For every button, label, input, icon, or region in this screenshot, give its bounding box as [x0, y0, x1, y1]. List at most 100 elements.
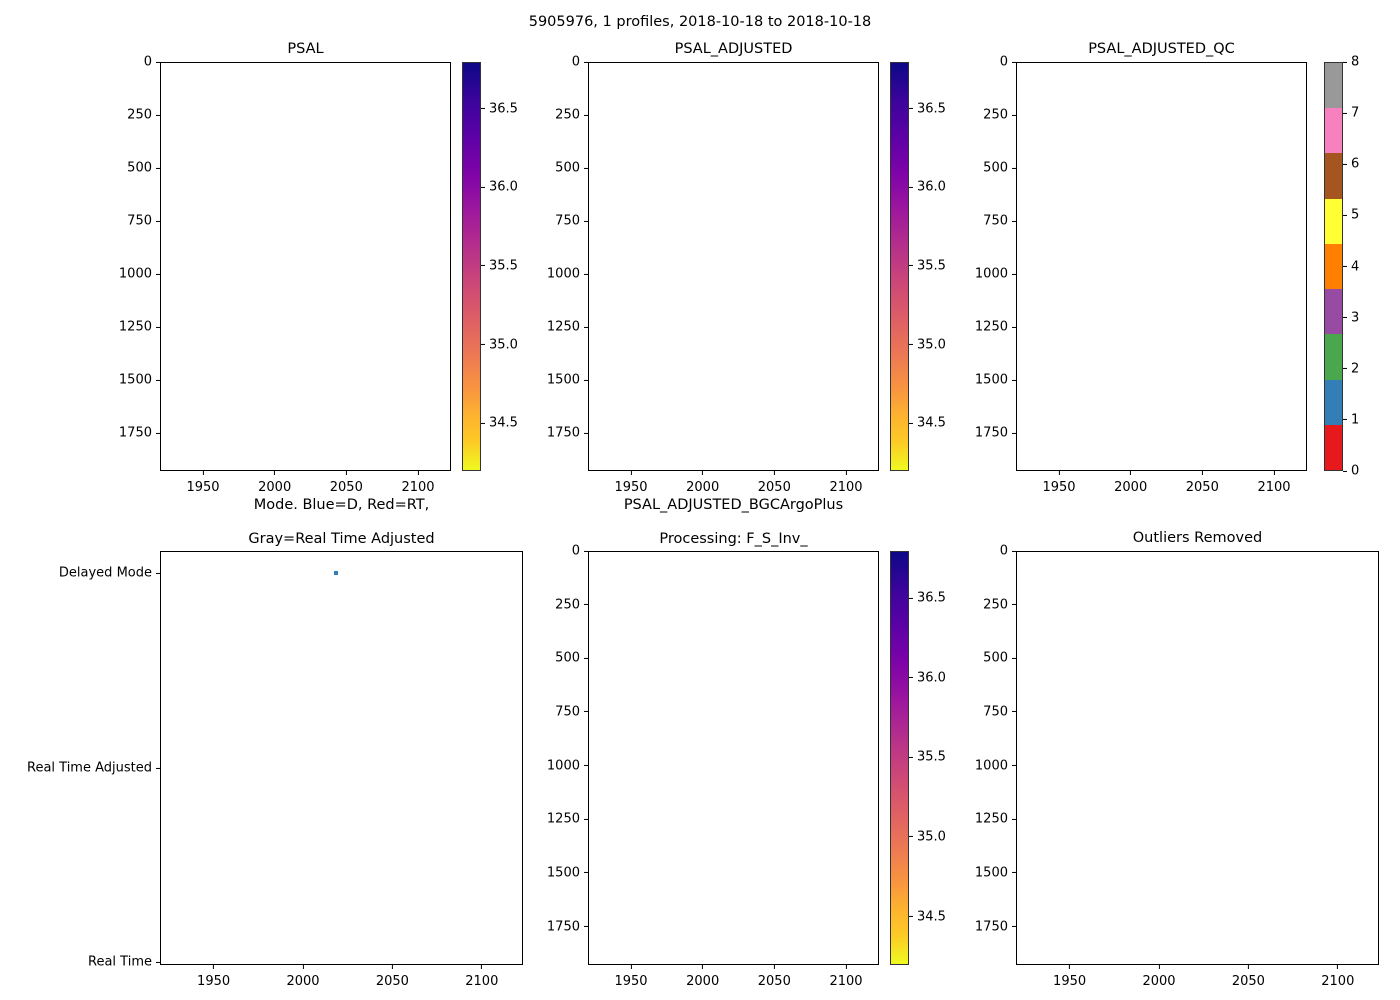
panel-psal-adjusted: PSAL_ADJUSTED 0 250 500 750 1000 1250 15…: [547, 41, 879, 495]
colorbar-qc-segment-1: [1325, 379, 1342, 425]
panel-psal-adjusted-qc: PSAL_ADJUSTED_QC 0 250 500 750 1000 1250…: [975, 41, 1307, 495]
ytick-outliers-750: 750: [983, 704, 1016, 719]
cbtick-psal-34_5: 34.5: [481, 416, 518, 431]
ytick-bgc-1250: 1250: [547, 812, 588, 827]
colorbar-qc-segment-4: [1325, 243, 1342, 290]
ytick-mode-real-time: Real Time: [88, 955, 160, 970]
ytick-bgc-750: 750: [555, 704, 588, 719]
axes-frame-psal-adjusted[interactable]: [588, 62, 879, 471]
xtick-outliers-2050: 2050: [1232, 965, 1265, 989]
colorbar-psal-gradient[interactable]: [462, 62, 481, 471]
colorbar-qc-segment-7: [1325, 108, 1342, 154]
cbtick-qc-3: 3: [1343, 310, 1359, 325]
ytick-qc-500: 500: [983, 161, 1016, 176]
panel-title-psal-adjusted: PSAL_ADJUSTED: [674, 41, 793, 57]
xtick-qc-2100: 2100: [1257, 471, 1290, 495]
panel-mode: Mode. Blue=D, Red=RT, Gray=Real Time Adj…: [27, 497, 523, 989]
cbtick-psal-adjusted-36_0: 36.0: [909, 180, 946, 195]
colorbar-qc-body[interactable]: [1324, 62, 1343, 471]
ytick-psal-adjusted-1750: 1750: [547, 426, 588, 441]
panel-title-bgcargoplus: PSAL_ADJUSTED_BGCArgoPlus Processing: F_…: [518, 480, 949, 548]
ytick-psal-adjusted-1500: 1500: [547, 373, 588, 388]
ytick-psal-0: 0: [144, 55, 160, 70]
xtick-psal-adjusted-2050: 2050: [758, 471, 791, 495]
ytick-mode-delayed-mode: Delayed Mode: [59, 566, 160, 581]
panel-title-psal-adjusted-qc: PSAL_ADJUSTED_QC: [1088, 41, 1235, 57]
colorbar-psal-adjusted-qc: 8 7 6 5 4 3 2 1 0: [1324, 55, 1359, 479]
ytick-psal-adjusted-1250: 1250: [547, 320, 588, 335]
cbtick-qc-6: 6: [1343, 157, 1359, 172]
ytick-outliers-500: 500: [983, 651, 1016, 666]
cbtick-psal-35_5: 35.5: [481, 258, 518, 273]
axes-frame-psal-adjusted-qc[interactable]: [1016, 62, 1307, 471]
ytick-bgc-1750: 1750: [547, 919, 588, 934]
ytick-bgc-0: 0: [572, 544, 588, 559]
colorbar-qc-segment-5: [1325, 198, 1342, 244]
xtick-psal-2050: 2050: [330, 471, 363, 495]
data-point-delayed-mode[interactable]: [334, 571, 338, 575]
ytick-qc-1500: 1500: [975, 373, 1016, 388]
xtick-psal-adjusted-2100: 2100: [829, 471, 862, 495]
colorbar-qc-segment-0: [1325, 424, 1342, 470]
cbtick-qc-0: 0: [1343, 464, 1359, 479]
xtick-mode-2000: 2000: [286, 965, 319, 989]
ytick-psal-250: 250: [127, 108, 160, 123]
ytick-psal-adjusted-0: 0: [572, 55, 588, 70]
ytick-qc-1000: 1000: [975, 267, 1016, 282]
colorbar-qc-segment-8: [1325, 63, 1342, 109]
axes-frame-bgcargoplus[interactable]: [588, 551, 879, 965]
panel-title-psal: PSAL: [287, 41, 324, 57]
ytick-outliers-1250: 1250: [975, 812, 1016, 827]
cbtick-psal-36_5: 36.5: [481, 101, 518, 116]
axes-frame-outliers-removed[interactable]: [1016, 551, 1379, 965]
panel-outliers-removed: Outliers Removed 0 250 500 750 1000 1250…: [975, 530, 1379, 989]
panel-psal: PSAL 0 250 500 750 1000 1250 1500 1750 1…: [119, 41, 451, 495]
ytick-bgc-250: 250: [555, 597, 588, 612]
ytick-qc-250: 250: [983, 108, 1016, 123]
axes-frame-psal[interactable]: [160, 62, 451, 471]
ytick-bgc-1500: 1500: [547, 865, 588, 880]
xtick-qc-1950: 1950: [1042, 471, 1075, 495]
cbtick-psal-adjusted-34_5: 34.5: [909, 416, 946, 431]
colorbar-qc-segment-2: [1325, 334, 1342, 380]
cbtick-psal-adjusted-35_0: 35.0: [909, 337, 946, 352]
colorbar-bgcargoplus-gradient[interactable]: [890, 551, 909, 965]
ytick-qc-750: 750: [983, 214, 1016, 229]
ytick-psal-adjusted-1000: 1000: [547, 267, 588, 282]
cbtick-qc-1: 1: [1343, 412, 1359, 427]
axes-frame-mode[interactable]: [160, 551, 523, 965]
xtick-outliers-1950: 1950: [1053, 965, 1086, 989]
colorbar-psal-adjusted-gradient[interactable]: [890, 62, 909, 471]
cbtick-bgc-36_5: 36.5: [909, 591, 946, 606]
colorbar-bgcargoplus: 36.5 36.0 35.5 35.0 34.5: [890, 551, 946, 965]
xtick-qc-2000: 2000: [1114, 471, 1147, 495]
ytick-outliers-0: 0: [1000, 544, 1016, 559]
panel-title-mode: Mode. Blue=D, Red=RT, Gray=Real Time Adj…: [90, 480, 593, 548]
xtick-mode-2100: 2100: [465, 965, 498, 989]
ytick-mode-real-time-adjusted: Real Time Adjusted: [27, 761, 160, 776]
ytick-psal-1500: 1500: [119, 373, 160, 388]
panel-title-outliers-removed: Outliers Removed: [1132, 530, 1263, 546]
colorbar-psal: 36.5 36.0 35.5 35.0 34.5: [462, 62, 518, 471]
ytick-psal-adjusted-250: 250: [555, 108, 588, 123]
cbtick-psal-36_0: 36.0: [481, 180, 518, 195]
xtick-psal-2000: 2000: [258, 471, 291, 495]
xtick-bgc-1950: 1950: [614, 965, 647, 989]
cbtick-psal-adjusted-35_5: 35.5: [909, 258, 946, 273]
figure-suptitle: 5905976, 1 profiles, 2018-10-18 to 2018-…: [528, 14, 872, 30]
cbtick-bgc-35_0: 35.0: [909, 829, 946, 844]
cbtick-qc-5: 5: [1343, 208, 1359, 223]
xtick-bgc-2000: 2000: [686, 965, 719, 989]
ytick-bgc-1000: 1000: [547, 758, 588, 773]
xtick-outliers-2000: 2000: [1142, 965, 1175, 989]
cbtick-bgc-34_5: 34.5: [909, 909, 946, 924]
cbtick-psal-adjusted-36_5: 36.5: [909, 101, 946, 116]
xtick-bgc-2100: 2100: [829, 965, 862, 989]
cbtick-psal-35_0: 35.0: [481, 337, 518, 352]
xtick-psal-adjusted-2000: 2000: [686, 471, 719, 495]
xtick-outliers-2100: 2100: [1321, 965, 1354, 989]
ytick-psal-1000: 1000: [119, 267, 160, 282]
cbtick-bgc-35_5: 35.5: [909, 750, 946, 765]
panel-title-mode-line2: Gray=Real Time Adjusted: [248, 531, 435, 547]
cbtick-bgc-36_0: 36.0: [909, 670, 946, 685]
